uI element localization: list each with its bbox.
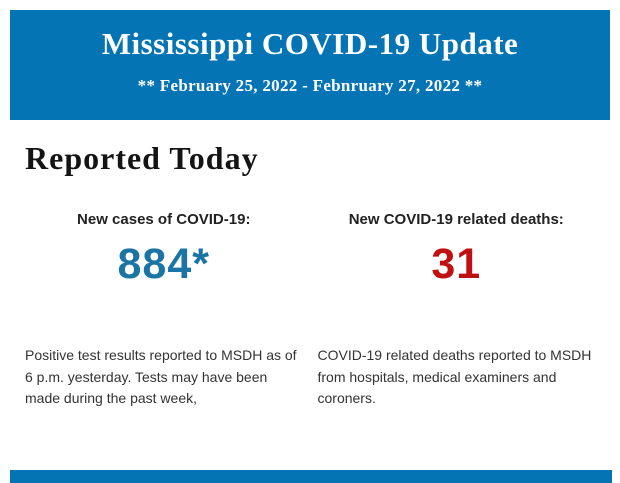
descriptions-row: Positive test results reported to MSDH a… [25, 345, 595, 410]
header-banner: Mississippi COVID-19 Update ** February … [10, 10, 610, 120]
date-range: ** February 25, 2022 - Febnruary 27, 202… [137, 76, 483, 95]
stat-new-deaths: New COVID-19 related deaths: 31 [318, 211, 596, 288]
stats-row: New cases of COVID-19: 884* New COVID-19… [25, 211, 595, 288]
new-deaths-label: New COVID-19 related deaths: [348, 211, 564, 228]
section-heading: Reported Today [25, 140, 259, 176]
stat-new-cases: New cases of COVID-19: 884* [25, 211, 303, 288]
page-title: Mississippi COVID-19 Update [101, 26, 519, 61]
new-cases-description: Positive test results reported to MSDH a… [25, 347, 297, 406]
new-deaths-description: COVID-19 related deaths reported to MSDH… [317, 347, 592, 406]
new-cases-value: 884* [117, 240, 210, 288]
footer-section-top-bar [10, 470, 612, 483]
new-cases-label: New cases of COVID-19: [77, 211, 251, 228]
new-deaths-value: 31 [431, 240, 482, 288]
